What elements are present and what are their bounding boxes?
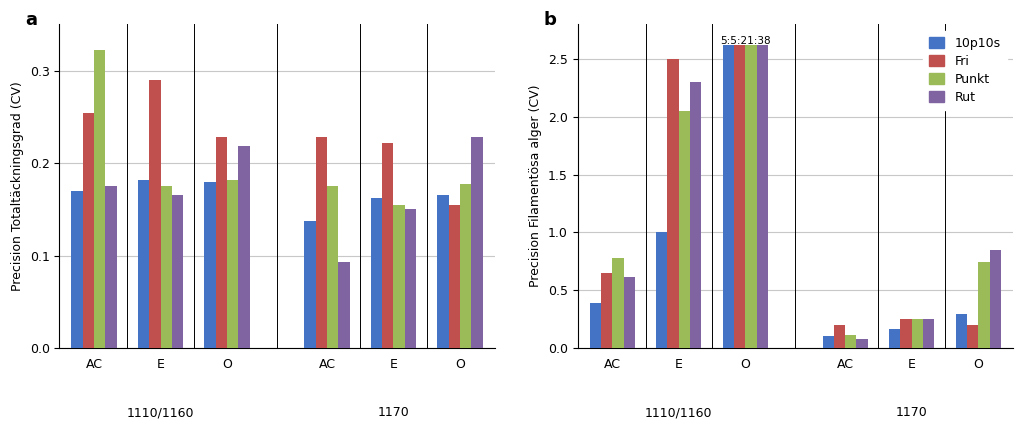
Bar bbox=[900, 319, 911, 348]
Bar bbox=[745, 45, 757, 348]
Bar bbox=[105, 186, 117, 348]
Bar bbox=[83, 113, 94, 348]
Text: 1110/1160: 1110/1160 bbox=[645, 406, 713, 419]
Bar bbox=[757, 45, 768, 348]
Bar bbox=[955, 314, 967, 348]
Bar bbox=[889, 329, 900, 348]
Bar bbox=[856, 339, 867, 348]
Bar bbox=[138, 180, 150, 348]
Bar bbox=[460, 184, 471, 348]
Bar bbox=[315, 137, 327, 348]
Bar bbox=[612, 258, 624, 348]
Bar bbox=[304, 221, 315, 348]
Text: 1170: 1170 bbox=[896, 406, 928, 419]
Bar bbox=[734, 45, 745, 348]
Bar bbox=[690, 82, 701, 348]
Y-axis label: Precision Totaltäckningsgrad (CV): Precision Totaltäckningsgrad (CV) bbox=[11, 81, 25, 291]
Bar bbox=[978, 263, 989, 348]
Bar bbox=[449, 205, 460, 348]
Bar bbox=[601, 273, 612, 348]
Bar bbox=[172, 195, 183, 348]
Bar bbox=[338, 262, 349, 348]
Bar bbox=[668, 59, 679, 348]
Bar bbox=[923, 319, 934, 348]
Bar bbox=[656, 232, 668, 348]
Bar bbox=[216, 137, 227, 348]
Bar bbox=[404, 210, 416, 348]
Text: 1170: 1170 bbox=[378, 406, 410, 419]
Bar bbox=[371, 198, 382, 348]
Legend: 10p10s, Fri, Punkt, Rut: 10p10s, Fri, Punkt, Rut bbox=[923, 31, 1007, 110]
Text: b: b bbox=[543, 12, 556, 29]
Bar bbox=[205, 181, 216, 348]
Bar bbox=[624, 277, 635, 348]
Bar bbox=[845, 335, 856, 348]
Bar bbox=[150, 80, 161, 348]
Bar bbox=[989, 250, 1000, 348]
Y-axis label: Precision Filamentösa alger (CV): Precision Filamentösa alger (CV) bbox=[529, 85, 543, 287]
Bar bbox=[471, 137, 482, 348]
Bar bbox=[327, 186, 338, 348]
Text: 1110/1160: 1110/1160 bbox=[127, 406, 195, 419]
Text: 5:5:21:38: 5:5:21:38 bbox=[720, 36, 771, 46]
Bar bbox=[227, 180, 239, 348]
Bar bbox=[723, 45, 734, 348]
Bar bbox=[72, 191, 83, 348]
Bar bbox=[239, 146, 250, 348]
Bar bbox=[822, 336, 834, 348]
Bar bbox=[834, 325, 845, 348]
Bar bbox=[911, 319, 923, 348]
Bar bbox=[393, 205, 404, 348]
Bar bbox=[94, 50, 105, 348]
Text: a: a bbox=[26, 12, 38, 29]
Bar bbox=[382, 143, 393, 348]
Bar bbox=[679, 111, 690, 348]
Bar bbox=[437, 195, 449, 348]
Bar bbox=[967, 325, 978, 348]
Bar bbox=[590, 303, 601, 348]
Bar bbox=[161, 186, 172, 348]
